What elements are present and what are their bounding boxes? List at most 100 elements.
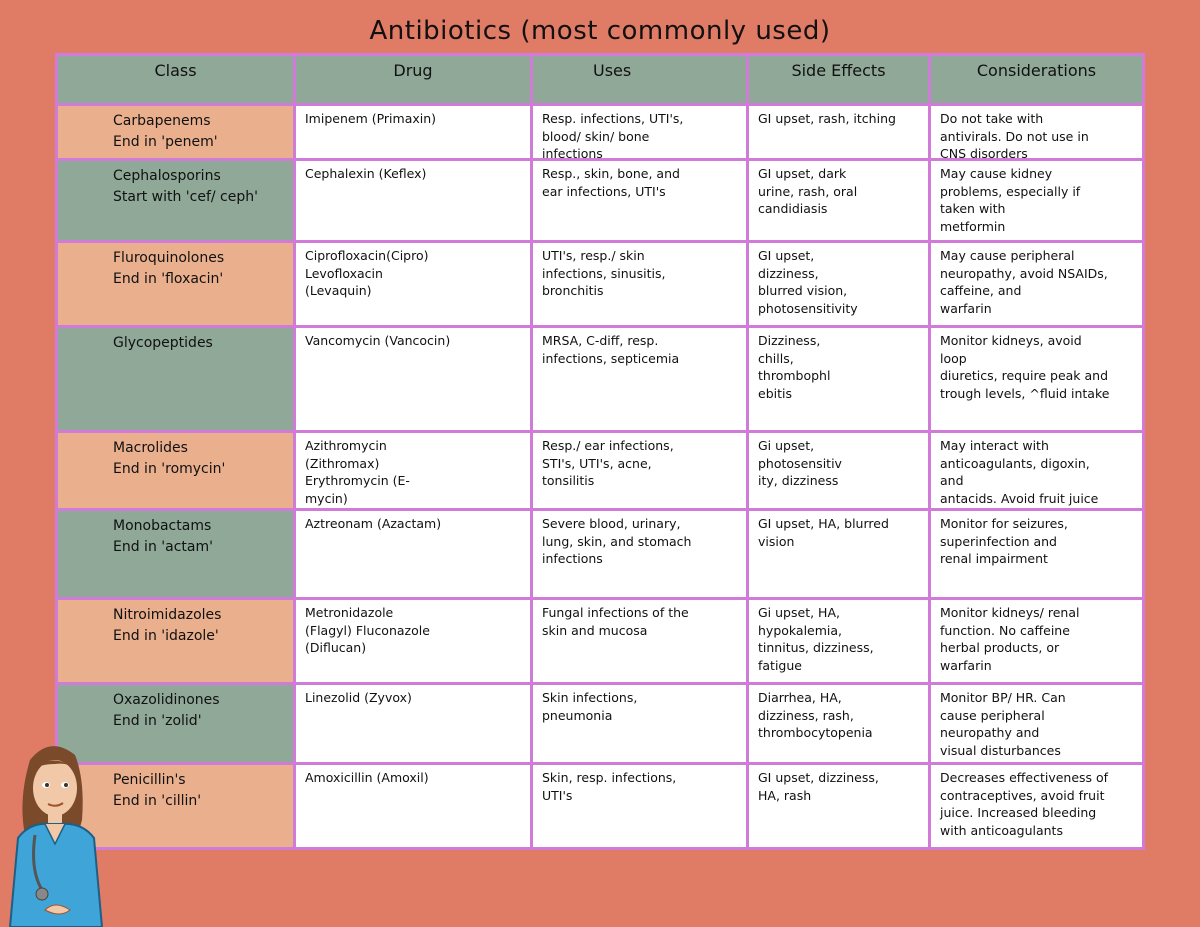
cell-text: dizziness, rash, bbox=[758, 707, 854, 723]
cell-text: with anticoagulants bbox=[940, 822, 1063, 838]
data-cell: Monitor kidneys, avoid loop diuretics, req… bbox=[931, 328, 1142, 430]
cell-text: infections bbox=[542, 551, 603, 566]
cell-text: dizziness, bbox=[758, 265, 819, 281]
cell-text: warfarin bbox=[940, 300, 992, 316]
cell-text: warfarin bbox=[940, 657, 992, 673]
cell-text: Metronidazole bbox=[305, 605, 394, 620]
cell-text: contraceptives, avoid fruit bbox=[940, 787, 1105, 803]
cell-text: Dizziness, bbox=[758, 333, 821, 348]
cell-text: antacids. Avoid fruit juice bbox=[940, 490, 1099, 506]
cell-text: tinnitus, dizziness, bbox=[758, 640, 874, 655]
cell-text: Imipenem (Primaxin) bbox=[305, 111, 437, 126]
cell-text: Aztreonam (Azactam) bbox=[305, 516, 442, 531]
data-cell: Imipenem (Primaxin) bbox=[296, 106, 530, 158]
cell-text: Start with 'cef/ ceph' bbox=[113, 189, 258, 205]
cell-text: Resp./ ear infections, bbox=[542, 438, 674, 453]
cell-text: infections, sinusitis, bbox=[542, 265, 666, 281]
cell-text: Glycopeptides bbox=[113, 335, 213, 351]
data-cell: Aztreonam (Azactam) bbox=[296, 511, 530, 597]
class-cell: Nitroimidazoles End in 'idazole' bbox=[58, 600, 293, 682]
data-cell: Severe blood, urinary, lung, skin, and st… bbox=[533, 511, 746, 597]
cell-text: hypokalemia, bbox=[758, 622, 843, 638]
cell-text: Oxazolidinones bbox=[113, 692, 220, 708]
cell-text: Gi upset, HA, bbox=[758, 605, 840, 620]
cell-text: metformin bbox=[940, 218, 1006, 234]
cell-text: trough levels, ^fluid intake bbox=[940, 385, 1110, 401]
cell-text: Considerations bbox=[976, 61, 1097, 80]
cell-text: Fungal infections of the bbox=[542, 605, 689, 620]
cell-text: infections bbox=[542, 146, 603, 158]
cell-text: thrombophl bbox=[758, 368, 831, 383]
cell-text: Monitor kidneys, avoid bbox=[940, 333, 1082, 348]
cell-text: End in 'cillin' bbox=[113, 793, 202, 809]
cell-text: GI upset, HA, blurred bbox=[758, 516, 889, 531]
cell-text: pneumonia bbox=[542, 707, 613, 723]
data-cell: May cause kidney problems, especially if t… bbox=[931, 161, 1142, 240]
cell-text: Ciprofloxacin(Cipro) bbox=[305, 248, 429, 263]
header-cell: Uses bbox=[533, 56, 746, 103]
data-cell: Skin, resp. infections, UTI's bbox=[533, 765, 746, 847]
data-cell: Gi upset, HA, hypokalemia, tinnitus, dizzi… bbox=[749, 600, 928, 682]
cell-text: urine, rash, oral bbox=[758, 183, 858, 199]
cell-text: Cephalexin (Keflex) bbox=[305, 166, 427, 181]
cell-text: neuropathy, avoid NSAIDs, bbox=[940, 265, 1108, 281]
cell-text: and bbox=[940, 473, 964, 488]
cell-text: vision bbox=[758, 533, 795, 549]
cell-text: Skin, resp. infections, bbox=[542, 770, 677, 785]
cell-text: GI upset, dizziness, bbox=[758, 770, 879, 785]
cell-text: UTI's bbox=[542, 787, 573, 803]
data-cell: Skin infections, pneumonia bbox=[533, 685, 746, 762]
cell-text: juice. Increased bleeding bbox=[940, 805, 1097, 820]
cell-text: Vancomycin (Vancocin) bbox=[305, 333, 451, 348]
data-cell: Fungal infections of the skin and mucosa bbox=[533, 600, 746, 682]
cell-text: Levofloxacin bbox=[305, 265, 383, 281]
cell-text: chills, bbox=[758, 350, 794, 366]
cell-text: candidiasis bbox=[758, 201, 828, 216]
data-cell: May cause peripheral neuropathy, avoid NS… bbox=[931, 243, 1142, 325]
cell-text: ity, dizziness bbox=[758, 473, 839, 488]
cell-text: UTI's, resp./ skin bbox=[542, 248, 645, 263]
cell-text: (Zithromax) bbox=[305, 455, 380, 471]
cell-text: fatigue bbox=[758, 657, 802, 673]
cell-text: End in 'penem' bbox=[113, 134, 218, 150]
cell-text: herbal products, or bbox=[940, 640, 1060, 655]
header-cell: Considerations bbox=[931, 56, 1142, 103]
cell-text: Fluroquinolones bbox=[113, 250, 225, 266]
cell-text: caffeine, and bbox=[940, 283, 1022, 298]
cell-text: cause peripheral bbox=[940, 707, 1045, 723]
data-cell: Azithromycin (Zithromax) Erythromycin (E-m… bbox=[296, 433, 530, 508]
table: Class Drug Uses Side Effects Considerations C… bbox=[55, 53, 1145, 850]
cell-text: ebitis bbox=[758, 385, 792, 401]
cell-text: Carbapenems bbox=[113, 113, 211, 129]
class-cell: Fluroquinolones End in 'floxacin' bbox=[58, 243, 293, 325]
cell-text: taken with bbox=[940, 201, 1006, 216]
cell-text: blood/ skin/ bone bbox=[542, 128, 650, 144]
cell-text: superinfection and bbox=[940, 533, 1057, 549]
data-cell: Resp. infections, UTI's, blood/ skin/ bon… bbox=[533, 106, 746, 158]
cell-text: CNS disorders bbox=[940, 146, 1028, 158]
class-cell: Macrolides End in 'romycin' bbox=[58, 433, 293, 508]
header-cell: Drug bbox=[296, 56, 530, 103]
cell-text: photosensitivity bbox=[758, 300, 858, 316]
cell-text: visual disturbances bbox=[940, 742, 1061, 758]
data-cell: UTI's, resp./ skin infections, sinusitis,… bbox=[533, 243, 746, 325]
cell-text: blurred vision, bbox=[758, 283, 848, 298]
cell-text: End in 'floxacin' bbox=[113, 271, 224, 287]
cell-text: HA, rash bbox=[758, 787, 812, 803]
data-cell: GI upset, HA, blurred vision bbox=[749, 511, 928, 597]
cell-text: bronchitis bbox=[542, 283, 604, 298]
cell-text: (Diflucan) bbox=[305, 640, 367, 655]
cell-text: End in 'actam' bbox=[113, 539, 213, 555]
data-cell: GI upset, dizziness, blurred vision, photos… bbox=[749, 243, 928, 325]
cell-text: Skin infections, bbox=[542, 690, 638, 705]
data-cell: Monitor kidneys/ renal function. No caffe… bbox=[931, 600, 1142, 682]
cell-text: GI upset, rash, itching bbox=[758, 111, 896, 126]
class-cell: Cephalosporins Start with 'cef/ ceph' bbox=[58, 161, 293, 240]
cell-text: photosensitiv bbox=[758, 455, 842, 471]
cell-text: infections, septicemia bbox=[542, 350, 680, 366]
class-cell: Glycopeptides bbox=[58, 328, 293, 430]
data-cell: Resp./ ear infections, STI's, UTI's, acne… bbox=[533, 433, 746, 508]
cell-text: renal impairment bbox=[940, 551, 1048, 566]
cell-text: thrombocytopenia bbox=[758, 725, 873, 740]
